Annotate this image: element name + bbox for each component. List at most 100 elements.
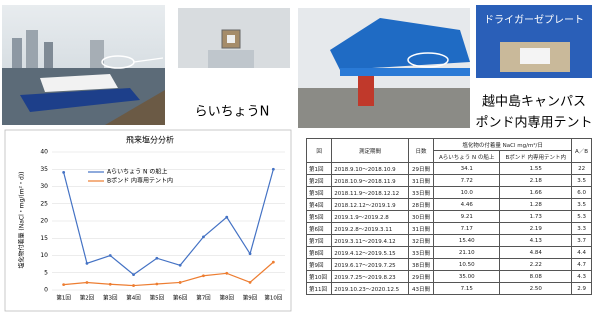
table-cell: 塩化物の付着量 NaCl mg/m²/日: [434, 139, 572, 151]
y-tick-label: 20: [40, 218, 48, 225]
x-tick-label: 第6回: [173, 294, 188, 302]
table-cell: 4.13: [500, 235, 572, 247]
y-tick-label: 0: [44, 287, 48, 294]
y-tick-label: 10: [40, 252, 48, 259]
y-tick-label: 15: [40, 235, 48, 242]
table-cell: 2019.7.25〜2019.8.23: [332, 271, 409, 283]
point: [62, 171, 65, 174]
table-cell: 29日間: [408, 163, 433, 175]
table-cell: 2.22: [500, 259, 572, 271]
x-tick-label: 第3回: [103, 294, 118, 302]
legend-label: Bポンド 内専用テント内: [107, 177, 173, 185]
x-tick-label: 第2回: [80, 294, 95, 302]
table-cell: 第4回: [307, 199, 332, 211]
table-cell: 2018.11.9〜2018.12.12: [332, 187, 409, 199]
x-tick-label: 第7回: [196, 294, 211, 302]
caption: らいちょうN: [195, 105, 270, 120]
point: [249, 281, 252, 284]
page: らいちょうN ドライガーゼプレート 越中島キャンパス ポンド内専用テント 飛来塩…: [0, 0, 596, 313]
table-cell: 2019.10.23〜2020.12.5: [332, 283, 409, 295]
table-cell: 第3回: [307, 187, 332, 199]
table-cell: 3.7: [572, 235, 592, 247]
table-cell: 日数: [408, 139, 433, 163]
point: [272, 261, 275, 264]
table-cell: 10.0: [434, 187, 500, 199]
table-cell: 3.3: [572, 223, 592, 235]
table-cell: 第8回: [307, 247, 332, 259]
photo-tent: [298, 8, 470, 128]
x-tick-label: 第4回: [126, 294, 141, 302]
table-cell: 9.21: [434, 211, 500, 223]
table-cell: 2018.9.10〜2018.10.9: [332, 163, 409, 175]
table-cell: 4.4: [572, 247, 592, 259]
point: [155, 257, 158, 260]
table-cell: 2019.2.8〜2019.3.11: [332, 223, 409, 235]
table-cell: 33日間: [408, 187, 433, 199]
table-cell: 38日間: [408, 259, 433, 271]
table-cell: 第6回: [307, 223, 332, 235]
table-cell: 31日間: [408, 175, 433, 187]
table-cell: 2.18: [500, 175, 572, 187]
point: [86, 262, 89, 265]
table-cell: 28日間: [408, 199, 433, 211]
point: [109, 283, 112, 286]
point: [155, 283, 158, 286]
table-cell: 2019.3.11〜2019.4.12: [332, 235, 409, 247]
table-cell: 30日間: [408, 211, 433, 223]
x-tick-label: 第8回: [220, 294, 235, 302]
caption: 越中島キャンパス: [482, 95, 586, 110]
table-cell: 第1回: [307, 163, 332, 175]
table-cell: 43日間: [408, 283, 433, 295]
table-cell: 7.15: [434, 283, 500, 295]
table-cell: 第11回: [307, 283, 332, 295]
table-cell: 29日間: [408, 271, 433, 283]
table-cell: 4.7: [572, 259, 592, 271]
table-cell: 35.00: [434, 271, 500, 283]
point: [202, 274, 205, 277]
point: [202, 235, 205, 238]
point: [249, 252, 252, 255]
chart-title: 飛来塩分分析: [126, 135, 174, 145]
table-cell: 1.66: [500, 187, 572, 199]
table-cell: 31日間: [408, 223, 433, 235]
point: [179, 281, 182, 284]
point: [225, 216, 228, 219]
point: [272, 168, 275, 171]
table-cell: 第2回: [307, 175, 332, 187]
table-cell: 3.5: [572, 199, 592, 211]
point: [109, 254, 112, 257]
table-cell: 1.28: [500, 199, 572, 211]
photo-plate: [178, 8, 290, 68]
legend-label: Aらいちょう N の船上: [107, 168, 167, 176]
point: [86, 281, 89, 284]
table-cell: 第7回: [307, 235, 332, 247]
point: [132, 273, 135, 276]
table-cell: 2.9: [572, 283, 592, 295]
table-cell: 32日間: [408, 235, 433, 247]
table-row: 第8回2019.4.12〜2019.5.1533日間21.104.844.4: [307, 247, 592, 259]
photo-boat: [2, 5, 165, 125]
table-cell: 6.0: [572, 187, 592, 199]
y-tick-label: 35: [40, 166, 48, 173]
table-cell: 33日間: [408, 247, 433, 259]
y-tick-label: 40: [40, 149, 48, 156]
caption: ポンド内専用テント: [475, 115, 592, 131]
table-cell: 10.50: [434, 259, 500, 271]
table-cell: 7.72: [434, 175, 500, 187]
table-cell: 34.1: [434, 163, 500, 175]
point: [62, 283, 65, 286]
table-cell: 15.40: [434, 235, 500, 247]
caption: ドライガーゼプレート: [484, 14, 584, 26]
table-cell: 7.17: [434, 223, 500, 235]
table-row: 第4回2018.12.12〜2019.1.928日間4.461.283.5: [307, 199, 592, 211]
table-cell: 8.08: [500, 271, 572, 283]
table-cell: 1.55: [500, 163, 572, 175]
table-cell: 2019.4.12〜2019.5.15: [332, 247, 409, 259]
table-cell: 2019.1.9〜2019.2.8: [332, 211, 409, 223]
table-cell: 2018.10.9〜2018.11.9: [332, 175, 409, 187]
y-tick-label: 5: [44, 269, 48, 276]
